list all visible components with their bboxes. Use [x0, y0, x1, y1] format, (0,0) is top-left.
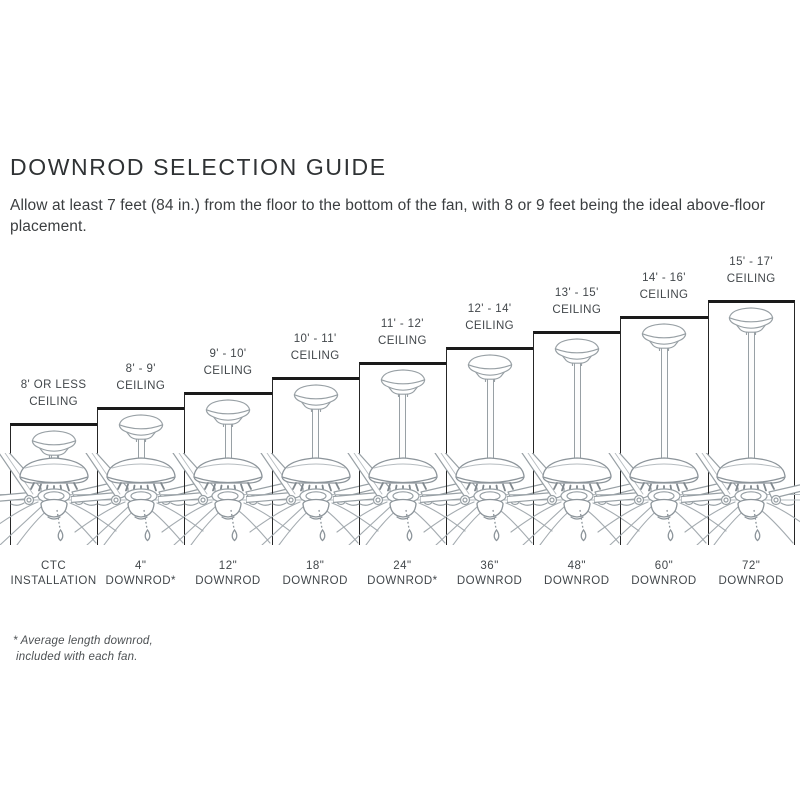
ceiling-word: CEILING	[465, 320, 514, 332]
ceiling-height-label: 12' - 14' CEILING	[436, 301, 543, 335]
downrod-graphic	[573, 362, 581, 460]
ceiling-box	[708, 300, 795, 545]
ceiling-range: 8' OR LESS	[20, 379, 87, 391]
ceiling-box	[272, 377, 359, 545]
ceiling-fan-icon	[681, 453, 800, 545]
ceiling-box	[359, 362, 446, 545]
fan-column: 10' - 11' CEILING 18" DOWNROD	[272, 250, 359, 600]
downrod-word: DOWNROD	[544, 575, 610, 587]
ceiling-box	[533, 331, 620, 545]
downrod-size-label: 18" DOWNROD	[264, 559, 367, 589]
downrod-size: 4"	[135, 560, 147, 572]
downrod-graphic	[137, 438, 145, 460]
downrod-size: 48"	[567, 560, 586, 572]
page-title: DOWNROD SELECTION GUIDE	[10, 154, 387, 181]
ceiling-height-label: 10' - 11' CEILING	[262, 331, 369, 365]
footnote: * Average length downrod, included with …	[13, 633, 153, 665]
ceiling-height-label: 8' OR LESS CEILING	[0, 377, 107, 411]
ceiling-height-label: 11' - 12' CEILING	[349, 316, 456, 350]
ceiling-height-label: 13' - 15' CEILING	[523, 285, 630, 319]
downrod-word: DOWNROD	[282, 575, 348, 587]
ceiling-height-label: 14' - 16' CEILING	[610, 270, 717, 304]
fan-column: 11' - 12' CEILING 24" DOWNROD*	[359, 250, 446, 600]
downrod-size-label: 4" DOWNROD*	[89, 559, 192, 589]
ceiling-box	[10, 423, 97, 545]
downrod-word: DOWNROD	[718, 575, 784, 587]
ceiling-box	[446, 347, 533, 545]
fan-column: 8' OR LESS CEILING CTC INSTALLATION	[10, 250, 97, 600]
footnote-line-1: * Average length downrod,	[13, 634, 153, 647]
downrod-size-label: 48" DOWNROD	[525, 559, 628, 589]
fan-canopy-icon	[201, 398, 255, 427]
fan-canopy-icon	[550, 337, 604, 366]
ceiling-range: 15' - 17'	[729, 256, 774, 268]
downrod-size: 12"	[218, 560, 238, 572]
fan-canopy-icon	[637, 322, 691, 351]
downrod-size-label: 72" DOWNROD	[700, 559, 800, 589]
ceiling-height-label: 15' - 17' CEILING	[698, 254, 800, 288]
fan-column: 13' - 15' CEILING 48" DOWNROD	[533, 250, 620, 600]
ceiling-word: CEILING	[116, 380, 166, 392]
downrod-size: 18"	[306, 560, 325, 572]
ceiling-range: 13' - 15'	[554, 287, 599, 299]
ceiling-range: 11' - 12'	[380, 318, 424, 330]
ceiling-range: 9' - 10'	[209, 348, 247, 360]
fan-column: 9' - 10' CEILING 12" DOWNROD	[184, 250, 271, 600]
fan-canopy-icon	[724, 306, 778, 335]
ceiling-height-label: 9' - 10' CEILING	[174, 346, 281, 380]
ceiling-box	[97, 407, 184, 545]
downrod-size: 36"	[480, 560, 499, 572]
fan-canopy-icon	[114, 413, 168, 442]
fan-column: 15' - 17' CEILING 72" DOWNROD	[708, 250, 795, 600]
downrod-graphic	[224, 423, 232, 460]
downrod-graphic	[747, 331, 755, 460]
downrod-size-label: 24" DOWNROD*	[351, 559, 454, 589]
downrod-size: CTC	[41, 560, 67, 572]
downrod-graphic	[660, 347, 668, 460]
downrod-size: 72"	[742, 560, 761, 572]
downrod-size: 24"	[393, 560, 412, 572]
downrod-graphic	[50, 454, 58, 460]
fan-canopy-icon	[463, 353, 517, 382]
ceiling-range: 12' - 14'	[467, 303, 512, 315]
downrod-word: DOWNROD	[456, 575, 523, 587]
downrod-word: DOWNROD	[195, 575, 261, 587]
downrod-graphic	[399, 393, 407, 460]
ceiling-word: CEILING	[29, 396, 78, 408]
downrod-graphic	[312, 408, 320, 460]
ceiling-range: 8' - 9'	[125, 363, 156, 375]
downrod-size: 60"	[654, 560, 674, 572]
ceiling-word: CEILING	[203, 365, 253, 377]
downrod-size-label: 12" DOWNROD	[176, 559, 279, 589]
ceiling-box	[620, 316, 707, 545]
downrod-size-label: 36" DOWNROD	[438, 559, 541, 589]
downrod-word: DOWNROD	[631, 575, 697, 587]
fan-canopy-icon	[289, 383, 343, 412]
fan-column: 8' - 9' CEILING 4" DOWNROD*	[97, 250, 184, 600]
downrod-word: INSTALLATION	[10, 575, 97, 587]
ceiling-word: CEILING	[726, 273, 776, 285]
fan-canopy-icon	[376, 368, 430, 397]
page-description: Allow at least 7 feet (84 in.) from the …	[10, 196, 766, 235]
downrod-size-label: CTC INSTALLATION	[2, 559, 105, 589]
ceiling-range: 14' - 16'	[642, 272, 686, 284]
downrod-size-label: 60" DOWNROD	[612, 559, 715, 589]
fan-column: 14' - 16' CEILING 60" DOWNROD	[620, 250, 707, 600]
footnote-line-2: included with each fan.	[16, 650, 138, 663]
ceiling-word: CEILING	[290, 350, 340, 362]
ceiling-box	[184, 392, 271, 545]
ceiling-word: CEILING	[639, 289, 689, 301]
downrod-staircase-diagram: 8' OR LESS CEILING CTC INSTALLATION 8' -…	[10, 250, 795, 600]
fan-column: 12' - 14' CEILING 36" DOWNROD	[446, 250, 533, 600]
ceiling-height-label: 8' - 9' CEILING	[87, 361, 194, 395]
downrod-word: DOWNROD*	[105, 575, 176, 587]
downrod-word: DOWNROD*	[367, 575, 438, 587]
ceiling-range: 10' - 11'	[293, 333, 337, 345]
ceiling-word: CEILING	[377, 335, 427, 347]
downrod-graphic	[486, 378, 494, 460]
ceiling-word: CEILING	[552, 304, 602, 316]
